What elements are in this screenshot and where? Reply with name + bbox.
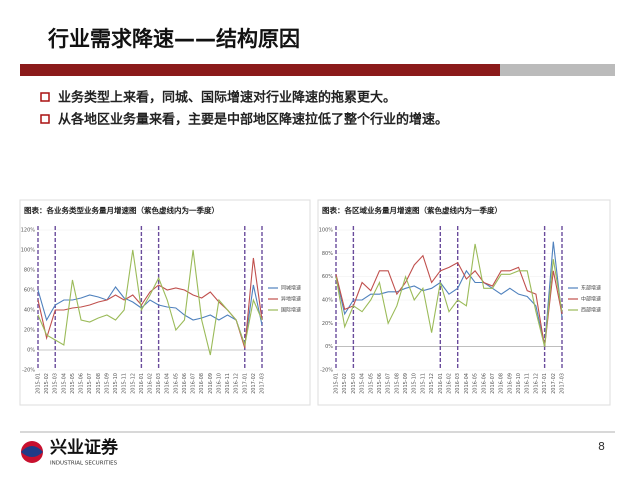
x-tick-label: 2016-02 (447, 373, 453, 394)
x-tick-label: 2016-08 (199, 373, 205, 394)
logo-text: 兴业证券 (50, 437, 119, 458)
legend-label: 中部增速 (581, 296, 601, 303)
series-line (335, 243, 563, 347)
x-tick-label: 2015-03 (351, 373, 357, 394)
x-tick-label: 2015-06 (377, 373, 383, 394)
x-tick-label: 2015-01 (36, 373, 42, 394)
legend-label: 国际增速 (281, 307, 301, 314)
x-tick-label: 2016-01 (139, 373, 145, 394)
slide-title: 行业需求降速——结构原因 (47, 27, 300, 51)
page-number: 8 (598, 440, 605, 453)
x-tick-label: 2017-01 (242, 373, 248, 394)
legend-label: 同城增速 (281, 285, 301, 292)
y-tick-label: -20% (22, 368, 35, 374)
x-tick-label: 2015-07 (87, 373, 93, 394)
x-tick-label: 2016-09 (507, 373, 513, 394)
y-tick-label: 80% (24, 268, 35, 274)
y-tick-label: 100% (319, 228, 334, 234)
x-tick-label: 2015-03 (53, 373, 59, 394)
legend-label: 西部增速 (581, 307, 601, 314)
x-tick-label: 2015-12 (130, 373, 136, 394)
x-tick-label: 2015-01 (334, 373, 340, 394)
x-tick-label: 2016-03 (455, 373, 461, 394)
x-tick-label: 2016-03 (156, 373, 162, 394)
x-tick-label: 2015-05 (368, 373, 374, 394)
y-tick-label: 120% (21, 228, 36, 234)
x-tick-label: 2015-11 (420, 373, 426, 394)
x-tick-label: 2015-07 (386, 373, 392, 394)
y-tick-label: 40% (24, 308, 35, 314)
y-tick-label: 20% (322, 321, 333, 327)
x-tick-label: 2015-04 (360, 373, 366, 394)
y-tick-label: -20% (320, 368, 333, 374)
x-tick-label: 2015-08 (96, 373, 102, 394)
series-line (335, 254, 563, 347)
x-tick-label: 2016-01 (438, 373, 444, 394)
legend-label: 东部增速 (581, 285, 601, 292)
chart-title: 图表：各区域业务量月增速图（紫色虚线内为一季度） (322, 205, 502, 215)
x-tick-label: 2016-07 (191, 373, 197, 394)
x-tick-label: 2016-02 (148, 373, 154, 394)
y-tick-label: 40% (322, 298, 333, 304)
title-bar (20, 64, 500, 76)
x-tick-label: 2017-02 (251, 373, 257, 394)
x-tick-label: 2015-02 (44, 373, 50, 394)
x-tick-label: 2016-05 (173, 373, 179, 394)
x-tick-label: 2016-08 (499, 373, 505, 394)
bullet: 业务类型上来看，同城、国际增速对行业降速的拖累更大。 (58, 90, 396, 106)
x-tick-label: 2016-10 (216, 373, 222, 394)
y-tick-label: 0% (27, 348, 35, 354)
x-tick-label: 2016-11 (525, 373, 531, 394)
chart-title: 图表：各业务类型业务量月增速图（紫色虚线内为一季度） (24, 205, 219, 215)
x-tick-label: 2017-02 (551, 373, 557, 394)
legend-label: 异地增速 (281, 296, 301, 303)
x-tick-label: 2015-12 (429, 373, 435, 394)
x-tick-label: 2016-04 (165, 373, 171, 394)
x-tick-label: 2017-03 (560, 373, 566, 394)
logo-mark (21, 446, 43, 457)
x-tick-label: 2015-02 (342, 373, 348, 394)
x-tick-label: 2016-06 (481, 373, 487, 394)
bullet-icon (40, 114, 50, 124)
x-tick-label: 2016-10 (516, 373, 522, 394)
x-tick-label: 2015-09 (104, 373, 110, 394)
x-tick-label: 2015-11 (122, 373, 128, 394)
x-tick-label: 2015-08 (394, 373, 400, 394)
x-tick-label: 2016-09 (208, 373, 214, 394)
x-tick-label: 2015-05 (70, 373, 76, 394)
y-tick-label: 60% (322, 274, 333, 280)
x-tick-label: 2016-12 (533, 373, 539, 394)
x-tick-label: 2016-11 (225, 373, 231, 394)
bullet: 从各地区业务量来看，主要是中部地区降速拉低了整个行业的增速。 (58, 112, 448, 128)
y-tick-label: 100% (21, 248, 36, 254)
x-tick-label: 2016-06 (182, 373, 188, 394)
y-tick-label: 20% (24, 328, 35, 334)
x-tick-label: 2015-06 (79, 373, 85, 394)
x-tick-label: 2015-10 (113, 373, 119, 394)
x-tick-label: 2015-10 (412, 373, 418, 394)
y-tick-label: 60% (24, 288, 35, 294)
title-bar-gray (500, 64, 615, 76)
x-tick-label: 2017-03 (260, 373, 266, 394)
x-tick-label: 2016-07 (490, 373, 496, 394)
logo-text-en: INDUSTRIAL SECURITIES (50, 461, 118, 467)
y-tick-label: 80% (322, 251, 333, 257)
y-tick-label: 0% (325, 344, 333, 350)
bullet-icon (40, 92, 50, 102)
series-line (37, 249, 263, 356)
x-tick-label: 2015-04 (61, 373, 67, 394)
x-tick-label: 2015-09 (403, 373, 409, 394)
x-tick-label: 2016-05 (473, 373, 479, 394)
x-tick-label: 2016-04 (464, 373, 470, 394)
x-tick-label: 2016-12 (234, 373, 240, 394)
logo (21, 441, 43, 463)
x-tick-label: 2017-01 (542, 373, 548, 394)
series-line (37, 284, 263, 346)
